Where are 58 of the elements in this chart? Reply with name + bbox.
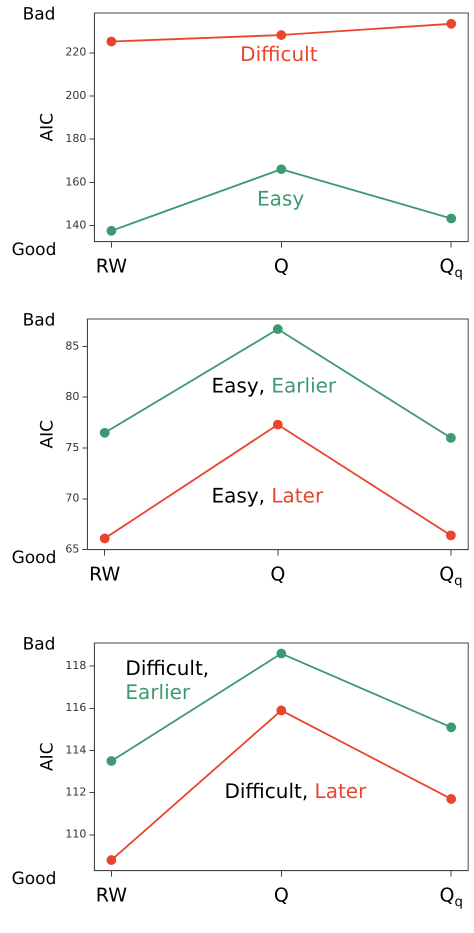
point [446,530,456,540]
y-axis-title: AIC [38,113,58,142]
y-tick-label: 80 [65,390,80,404]
series-label: Later [271,484,324,508]
y-tick-label: 110 [65,828,86,841]
text: Bad [22,4,56,24]
y-tick-label: 112 [65,785,86,798]
y-tick-label: 200 [65,88,86,102]
series-label: Later [314,778,368,803]
point [106,36,116,46]
point [446,432,456,443]
y-axis-title: AIC [38,742,58,772]
point [446,722,456,732]
point [106,855,116,865]
text: Good [12,869,56,890]
annotation: Easy, [212,373,266,398]
point [272,420,283,430]
y-tick-label: 75 [65,440,80,454]
x-tick-label: Q [270,564,286,586]
x-tick-label: RW [89,564,121,586]
point [100,534,110,544]
y-tick-label: 180 [65,132,86,146]
y-tick-label: 140 [65,218,86,232]
annotation: Easy, [212,484,266,508]
y-tick-label: 116 [65,701,86,714]
point [276,648,286,658]
x-tick-label: RW [96,884,128,907]
y-tick-label: 85 [65,339,80,352]
text: Good [12,240,56,260]
series-label: Earlier [271,373,337,398]
x-tick-label: Q [274,884,289,907]
text: Bad [22,310,56,330]
y-tick-label: 65 [65,542,80,556]
point [276,706,286,716]
y-tick-label: 220 [65,46,86,59]
series-label: Earlier [125,680,191,704]
y-tick-label: 70 [65,492,80,505]
point [106,756,116,766]
text: Good [12,548,56,568]
point [446,18,456,29]
x-tick-label: RW [96,256,128,278]
x-tick-label: Q [274,256,289,278]
series-label: Difficult [240,42,318,66]
y-axis-title: AIC [38,420,58,449]
annotation: Difficult, [125,656,210,680]
point [100,428,110,438]
y-tick-label: 118 [65,659,86,672]
point [272,324,283,334]
point [446,214,456,224]
annotation: Difficult, [224,778,308,803]
y-tick-label: 160 [65,175,86,188]
point [276,164,286,174]
series-label: Easy [257,186,304,211]
point [106,226,116,236]
y-tick-label: 114 [65,743,86,756]
text: Bad [22,634,56,654]
point [276,30,286,40]
point [446,794,456,804]
